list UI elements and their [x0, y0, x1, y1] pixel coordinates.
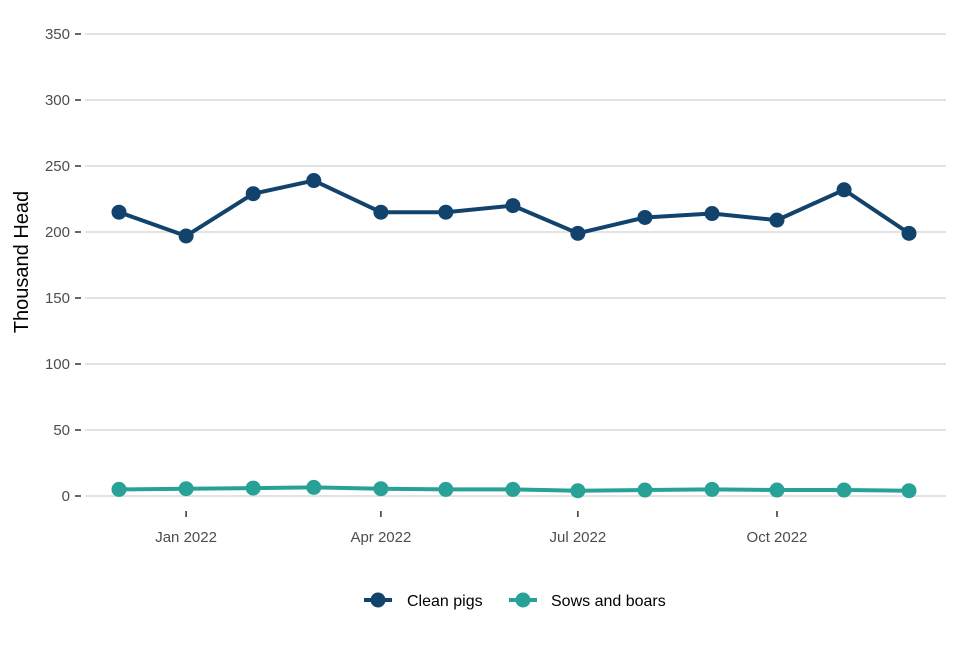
x-tick-label: Jul 2022 — [549, 529, 606, 546]
data-point — [704, 481, 720, 497]
data-point — [769, 212, 785, 228]
data-point — [245, 186, 261, 202]
y-tick-label: 300 — [45, 92, 70, 109]
data-point — [438, 481, 454, 497]
x-tick-label: Apr 2022 — [350, 529, 411, 546]
y-tick-label: 150 — [45, 290, 70, 307]
data-point — [373, 204, 389, 220]
y-tick-label: 250 — [45, 158, 70, 175]
x-tick-label: Jan 2022 — [155, 529, 217, 546]
data-point — [704, 206, 720, 222]
legend-key-point — [515, 592, 531, 608]
legend-label: Sows and boars — [551, 593, 666, 610]
data-point — [637, 209, 653, 225]
data-point — [505, 481, 521, 497]
data-point — [505, 198, 521, 214]
legend-label: Clean pigs — [407, 593, 483, 610]
data-point — [836, 182, 852, 198]
y-tick-label: 50 — [53, 422, 70, 439]
legend-key-point — [370, 592, 386, 608]
data-point — [306, 173, 322, 189]
data-point — [570, 225, 586, 241]
data-point — [178, 228, 194, 244]
data-point — [178, 481, 194, 497]
data-point — [901, 483, 917, 499]
y-tick-label: 0 — [62, 488, 70, 505]
series-clean-pigs — [111, 173, 917, 244]
data-point — [836, 482, 852, 498]
data-point — [570, 483, 586, 499]
data-point — [306, 479, 322, 495]
y-axis-label: Thousand Head — [11, 191, 33, 333]
y-tick-label: 200 — [45, 224, 70, 241]
legend-item: Sows and boars — [509, 592, 666, 610]
data-point — [901, 225, 917, 241]
data-point — [637, 482, 653, 498]
data-point — [373, 481, 389, 497]
y-tick-label: 100 — [45, 356, 70, 373]
data-point — [438, 204, 454, 220]
data-point — [111, 481, 127, 497]
legend-item: Clean pigs — [364, 592, 483, 610]
data-point — [245, 480, 261, 496]
data-point — [769, 482, 785, 498]
x-tick-label: Oct 2022 — [747, 529, 808, 546]
series-sows-and-boars — [111, 479, 917, 499]
y-tick-label: 350 — [45, 26, 70, 43]
data-point — [111, 204, 127, 220]
